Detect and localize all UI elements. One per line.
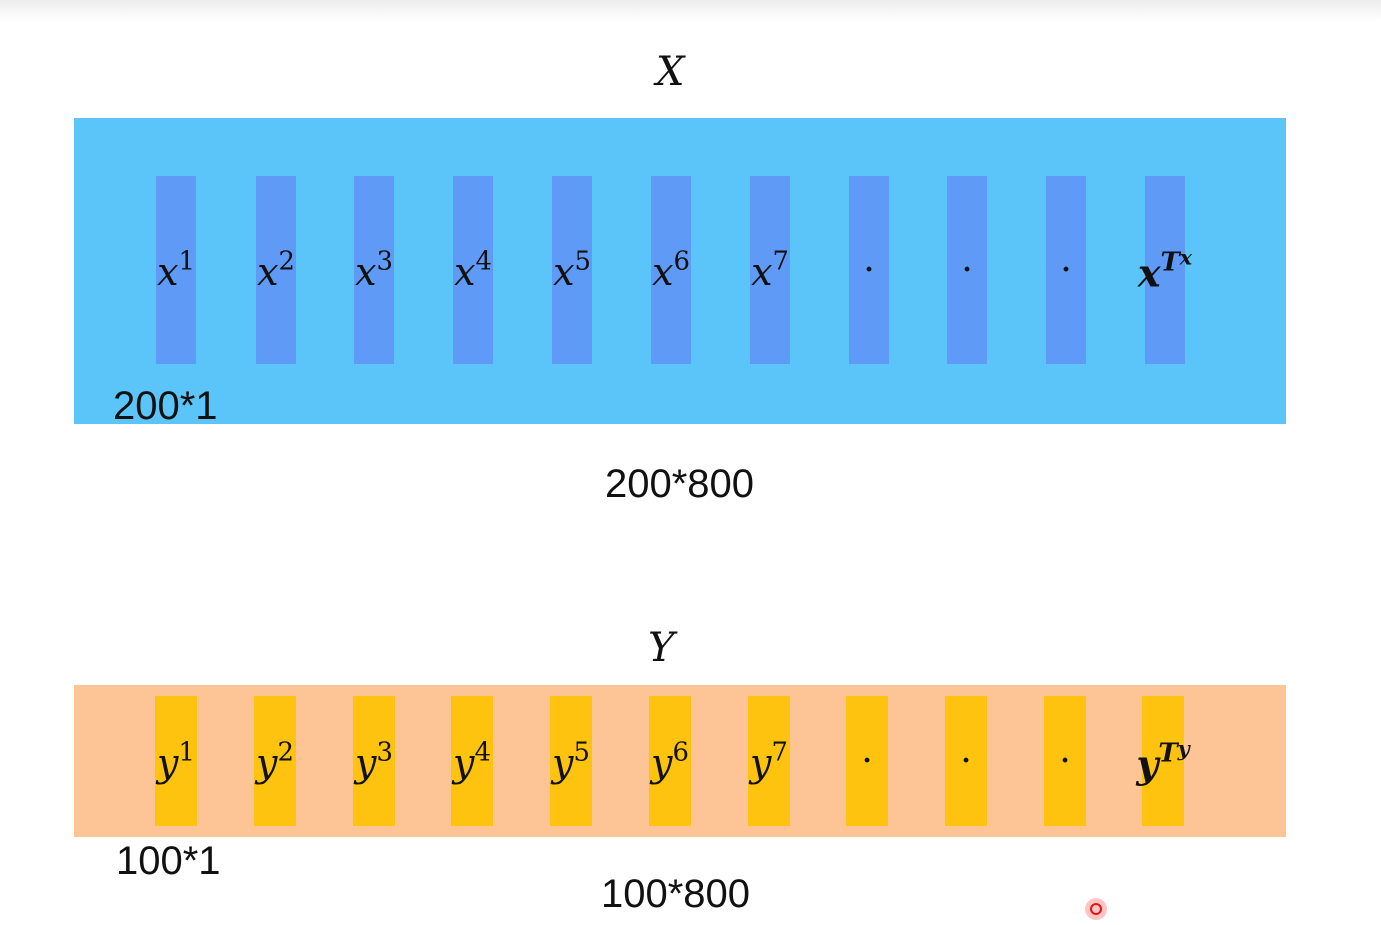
- cursor-indicator: [1085, 898, 1107, 920]
- y-matrix-title: Y: [648, 625, 675, 671]
- y-column-3: y3: [353, 696, 395, 826]
- x-column-5: x5: [552, 176, 592, 364]
- y-label-base: y: [552, 740, 574, 785]
- y-column-label: y5: [552, 737, 590, 785]
- y-column-label: y1: [157, 737, 195, 785]
- y-column-label: ·: [862, 746, 872, 776]
- x-column-label: ·: [962, 255, 972, 285]
- y-label-base: y: [651, 740, 673, 785]
- y-column-dimension: 100*1: [116, 839, 221, 883]
- y-column-9: ·: [945, 696, 987, 826]
- y-column-2: y2: [254, 696, 296, 826]
- y-label-superscript: 5: [573, 737, 590, 768]
- x-label-superscript: Tx: [1160, 245, 1193, 278]
- y-column-label: y3: [355, 737, 393, 785]
- x-column-label: x2: [257, 246, 295, 294]
- x-column-label: x4: [454, 246, 492, 294]
- y-column-label: y2: [256, 737, 294, 785]
- y-column-label: ·: [1060, 746, 1070, 776]
- x-column-10: ·: [1046, 176, 1086, 364]
- x-column-8: ·: [849, 176, 889, 364]
- x-column-7: x7: [750, 176, 790, 364]
- x-column-label: ·: [864, 255, 874, 285]
- x-label-superscript: 7: [772, 246, 789, 277]
- y-column-label: y4: [453, 737, 491, 785]
- x-column-3: x3: [354, 176, 394, 364]
- x-column-6: x6: [651, 176, 691, 364]
- y-label-base: y: [157, 740, 179, 785]
- y-column-10: ·: [1044, 696, 1086, 826]
- y-column-4: y4: [451, 696, 493, 826]
- x-label-base: x: [1137, 250, 1161, 296]
- y-matrix-panel: y1 y2 y3 y4 y5 y6 y7 · · · yTy: [74, 685, 1286, 837]
- y-label-base: y: [355, 740, 377, 785]
- x-column-label: x3: [355, 246, 393, 294]
- x-label-base: x: [355, 249, 377, 294]
- x-label-base: x: [553, 249, 575, 294]
- y-column-8: ·: [846, 696, 888, 826]
- x-label-base: x: [157, 249, 179, 294]
- x-column-dimension: 200*1: [113, 384, 218, 428]
- x-matrix-dimension: 200*800: [605, 462, 755, 506]
- x-label-superscript: 2: [278, 246, 295, 277]
- y-label-superscript: 4: [474, 737, 491, 768]
- x-matrix-panel: x1 x2 x3 x4 x5 x6 x7 · · · xTx: [74, 118, 1286, 424]
- x-column-4: x4: [453, 176, 493, 364]
- y-label-superscript: 1: [178, 737, 195, 768]
- y-label-superscript: 3: [376, 737, 393, 768]
- x-label-superscript: 1: [178, 246, 195, 277]
- y-label-superscript: Ty: [1158, 736, 1190, 769]
- x-column-1: x1: [156, 176, 196, 364]
- x-matrix-title: X: [656, 49, 685, 95]
- x-column-11: xTx: [1138, 176, 1192, 364]
- y-label-base: y: [750, 740, 772, 785]
- y-column-11: yTy: [1136, 696, 1190, 826]
- x-column-label: x5: [553, 246, 591, 294]
- x-label-superscript: 4: [475, 246, 492, 277]
- x-label-base: x: [751, 249, 773, 294]
- y-label-base: y: [453, 740, 475, 785]
- top-bar: [0, 0, 1381, 22]
- y-column-label: ·: [961, 746, 971, 776]
- x-label-base: x: [257, 249, 279, 294]
- x-column-label: x7: [751, 246, 789, 294]
- x-label-subscript: x: [1179, 245, 1193, 270]
- y-label-superscript: 2: [277, 737, 294, 768]
- y-column-7: y7: [748, 696, 790, 826]
- x-column-2: x2: [256, 176, 296, 364]
- y-column-label: yTy: [1136, 736, 1190, 787]
- y-label-base: y: [256, 740, 278, 785]
- y-matrix-dimension: 100*800: [601, 872, 751, 916]
- y-label-subscript: y: [1177, 736, 1190, 761]
- y-label-base: y: [1136, 741, 1159, 787]
- x-column-label: ·: [1061, 255, 1071, 285]
- y-column-label: y6: [651, 737, 689, 785]
- y-column-1: y1: [155, 696, 197, 826]
- y-label-superscript: 7: [771, 737, 788, 768]
- x-label-base: x: [454, 249, 476, 294]
- x-column-9: ·: [947, 176, 987, 364]
- y-label-superscript: 6: [672, 737, 689, 768]
- x-label-superscript: 6: [673, 246, 690, 277]
- x-column-label: x1: [157, 246, 195, 294]
- x-column-label: x6: [652, 246, 690, 294]
- y-column-label: y7: [750, 737, 788, 785]
- x-label-superscript: 3: [376, 246, 393, 277]
- y-column-5: y5: [550, 696, 592, 826]
- x-label-base: x: [652, 249, 674, 294]
- x-column-label: xTx: [1137, 245, 1193, 296]
- x-label-superscript: 5: [574, 246, 591, 277]
- y-column-6: y6: [649, 696, 691, 826]
